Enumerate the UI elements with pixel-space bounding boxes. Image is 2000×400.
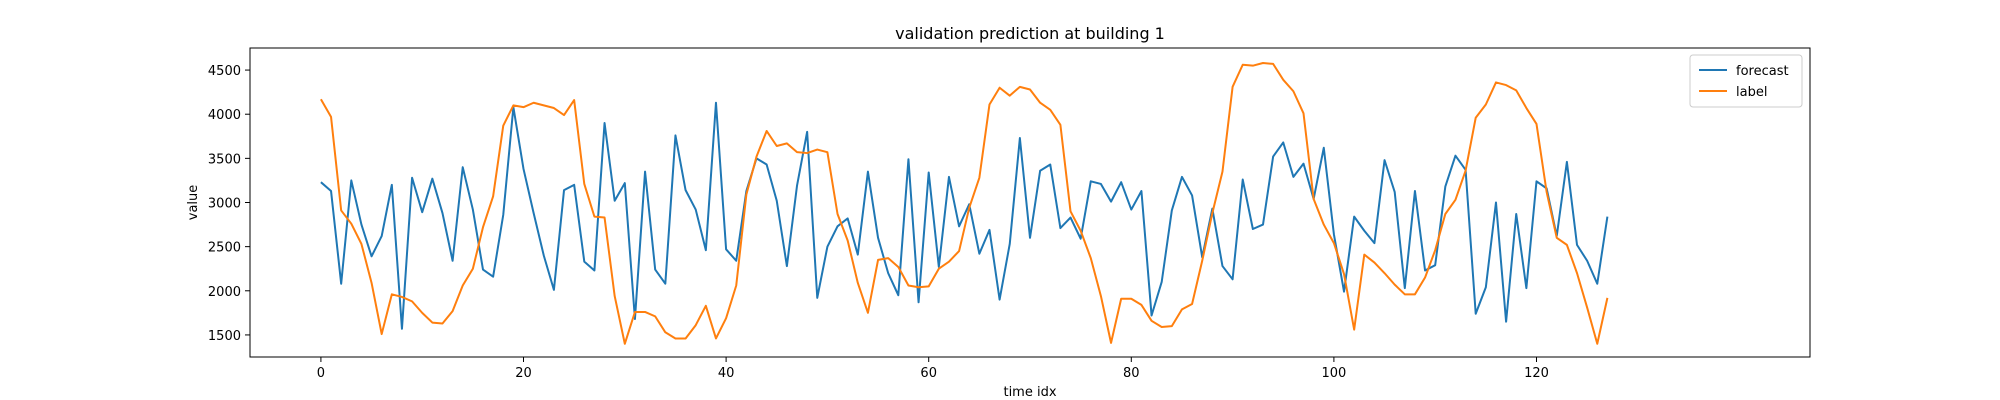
y-tick-label: 3500 xyxy=(208,152,241,167)
chart-title: validation prediction at building 1 xyxy=(895,24,1165,43)
x-axis-label: time idx xyxy=(1003,385,1056,400)
x-tick-label: 120 xyxy=(1524,366,1549,381)
x-tick-label: 60 xyxy=(920,366,937,381)
series-line-label xyxy=(320,62,1609,345)
x-tick-label: 40 xyxy=(718,366,735,381)
plot-frame xyxy=(249,47,1811,358)
y-axis: 1500 2000 2500 3000 3500 4000 4500 xyxy=(208,64,250,344)
legend-label-forecast: forecast xyxy=(1736,64,1789,79)
legend: forecast label xyxy=(1689,54,1803,108)
y-tick-label: 2000 xyxy=(208,285,241,300)
y-tick-label: 3000 xyxy=(208,197,241,212)
x-axis: 0 20 40 60 80 100 120 xyxy=(317,357,1549,381)
y-tick-label: 1500 xyxy=(208,329,241,344)
y-axis-label: value xyxy=(186,185,201,221)
y-tick-label: 4500 xyxy=(208,64,241,79)
legend-label-label: label xyxy=(1736,85,1767,100)
y-tick-label: 2500 xyxy=(208,241,241,256)
legend-box xyxy=(1689,54,1803,108)
series-layer xyxy=(320,62,1609,345)
y-tick-label: 4000 xyxy=(208,108,241,123)
series-line-forecast xyxy=(320,101,1609,330)
x-tick-label: 0 xyxy=(317,366,325,381)
x-tick-label: 80 xyxy=(1123,366,1140,381)
x-tick-label: 100 xyxy=(1321,366,1346,381)
x-tick-label: 20 xyxy=(515,366,532,381)
